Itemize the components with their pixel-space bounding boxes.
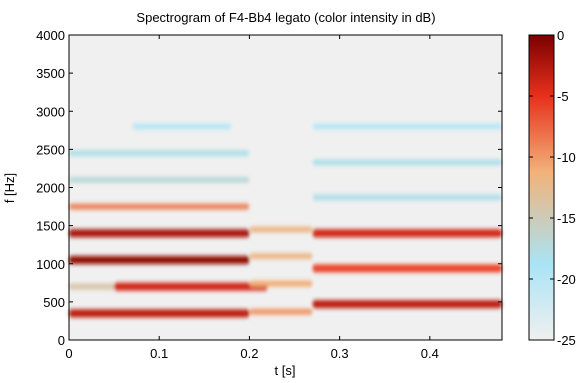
x-tick-label: 0.4 — [421, 346, 439, 361]
colorbar-tick-label: -25 — [557, 333, 576, 348]
y-tick-label: 3000 — [36, 104, 65, 119]
y-axis-label: f [Hz] — [2, 173, 17, 203]
harmonic-band — [312, 300, 502, 309]
y-tick-label: 1000 — [36, 257, 65, 272]
harmonic-band — [312, 194, 502, 201]
x-tick-label: 0.2 — [240, 346, 258, 361]
x-tick-label: 0 — [65, 346, 72, 361]
harmonic-band — [312, 229, 502, 238]
colorbar — [528, 34, 555, 341]
harmonic-band — [132, 123, 232, 130]
harmonic-band — [249, 253, 313, 260]
colorbar-tick-label: -20 — [557, 272, 576, 287]
harmonic-band — [69, 176, 250, 183]
harmonic-band — [69, 229, 250, 238]
harmonic-band — [69, 255, 250, 264]
colorbar-tick-label: -15 — [557, 211, 576, 226]
y-tick-label: 2000 — [36, 181, 65, 196]
x-axis-ticks: 0 0.1 0.2 0.3 0.4 — [65, 35, 439, 361]
x-tick-label: 0.1 — [150, 346, 168, 361]
y-axis-ticks: 0 500 1000 1500 2000 2500 3000 3500 4000 — [36, 28, 502, 348]
harmonic-band — [249, 280, 313, 287]
spectrogram-bands — [69, 123, 502, 318]
harmonic-band — [114, 282, 268, 291]
colorbar-tick-label: 0 — [557, 28, 564, 43]
plot-background — [69, 35, 502, 340]
y-tick-label: 2500 — [36, 142, 65, 157]
chart-title: Spectrogram of F4-Bb4 legato (color inte… — [136, 10, 435, 25]
y-tick-label: 4000 — [36, 28, 65, 43]
harmonic-band — [312, 264, 502, 273]
harmonic-band — [249, 226, 313, 233]
x-axis-label: t [s] — [275, 363, 296, 378]
y-tick-label: 0 — [58, 333, 65, 348]
harmonic-band — [249, 308, 313, 315]
harmonic-band — [312, 159, 502, 166]
y-tick-label: 500 — [43, 295, 65, 310]
harmonic-band — [69, 150, 250, 157]
colorbar-ticks: 0 -5 -10 -15 -20 -25 — [529, 28, 576, 348]
colorbar-tick-label: -10 — [557, 150, 576, 165]
harmonic-band — [312, 123, 502, 130]
harmonic-band — [69, 309, 250, 318]
y-tick-label: 1500 — [36, 219, 65, 234]
colorbar-tick-label: -5 — [557, 89, 569, 104]
y-tick-label: 3500 — [36, 66, 65, 81]
harmonic-band — [69, 203, 250, 210]
x-tick-label: 0.3 — [331, 346, 349, 361]
